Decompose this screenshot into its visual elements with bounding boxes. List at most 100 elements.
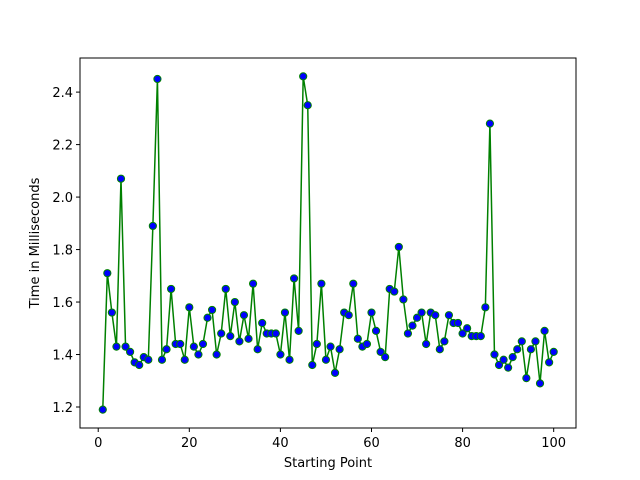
data-point — [126, 347, 135, 357]
data-point — [230, 297, 239, 307]
x-tick-label: 40 — [272, 436, 289, 451]
data-point — [244, 334, 253, 343]
data-point — [526, 345, 536, 354]
data-point — [444, 311, 454, 320]
data-point — [390, 287, 399, 296]
data-point — [376, 347, 385, 357]
y-tick-label: 1.2 — [52, 401, 73, 416]
data-point — [440, 337, 449, 346]
data-point — [422, 339, 431, 349]
y-tick-label: 1.6 — [52, 296, 73, 311]
data-point — [217, 329, 226, 338]
data-point — [226, 332, 235, 341]
data-point — [258, 318, 267, 328]
data-point — [335, 345, 344, 354]
data-point — [485, 119, 495, 128]
data-point — [299, 72, 308, 81]
data-point — [317, 279, 326, 288]
y-tick-label: 2.4 — [52, 86, 73, 101]
data-point — [545, 358, 554, 367]
y-tick-label: 1.4 — [52, 349, 73, 364]
x-tick-label: 0 — [94, 436, 102, 451]
data-point — [321, 355, 331, 364]
data-point — [508, 353, 517, 362]
data-point — [248, 279, 258, 288]
y-tick-label: 2.0 — [52, 191, 73, 206]
data-point — [280, 308, 290, 317]
data-point — [162, 345, 171, 354]
data-point — [353, 334, 362, 343]
axes-frame — [79, 57, 577, 429]
data-point — [271, 329, 280, 338]
data-point — [148, 221, 157, 231]
data-point — [517, 337, 526, 346]
y-axis: 1.2 1.4 1.6 1.8 2.0 2.2 2.4 — [52, 86, 80, 416]
data-point — [408, 321, 417, 330]
data-point — [112, 342, 121, 351]
data-point — [98, 405, 107, 414]
data-point — [116, 174, 126, 183]
data-point — [207, 305, 217, 315]
data-point — [540, 326, 549, 336]
data-point — [203, 313, 212, 322]
data-point — [107, 308, 116, 317]
data-point — [103, 269, 112, 278]
data-point — [253, 345, 262, 354]
data-point — [157, 355, 167, 364]
data-point — [153, 74, 162, 84]
data-point — [513, 345, 522, 354]
data-point — [185, 303, 194, 312]
data-point — [312, 339, 321, 349]
data-point — [394, 242, 403, 252]
data-point — [326, 342, 335, 351]
data-point — [522, 374, 531, 383]
data-point — [431, 311, 440, 320]
y-tick-label: 2.2 — [52, 139, 73, 154]
data-point — [180, 355, 189, 364]
data-point — [490, 350, 499, 359]
data-point — [494, 360, 504, 370]
data-point — [362, 339, 372, 349]
x-tick-label: 80 — [454, 436, 471, 451]
x-tick-label: 20 — [181, 436, 198, 451]
x-tick-label: 60 — [363, 436, 380, 451]
data-point — [399, 295, 408, 304]
data-point — [417, 308, 426, 317]
data-point — [330, 368, 340, 377]
plot-area — [98, 72, 558, 414]
data-point — [285, 355, 294, 364]
data-point — [403, 329, 413, 338]
data-point — [212, 350, 221, 359]
data-point — [481, 303, 490, 312]
data-point — [198, 339, 208, 349]
x-axis-label: Starting Point — [284, 456, 372, 471]
data-point — [344, 311, 353, 320]
data-point — [276, 350, 285, 359]
data-point — [463, 324, 472, 333]
data-point — [499, 355, 508, 364]
data-point — [412, 313, 422, 322]
data-point — [349, 279, 358, 288]
data-point — [194, 350, 203, 359]
y-axis-label: Time in Milliseconds — [28, 177, 43, 309]
data-point — [381, 353, 390, 362]
data-point — [144, 355, 153, 364]
data-point — [239, 311, 249, 320]
data-point — [235, 337, 244, 346]
x-tick-label: 100 — [541, 436, 566, 451]
data-point — [453, 318, 463, 328]
data-point — [476, 332, 485, 341]
data-point — [176, 339, 185, 349]
data-point — [549, 347, 558, 357]
data-point — [189, 342, 198, 351]
data-point — [435, 345, 444, 354]
data-point — [531, 337, 540, 346]
data-point — [308, 360, 317, 370]
data-point — [121, 342, 130, 351]
data-point — [221, 284, 230, 294]
x-axis: 0 20 40 60 80 100 — [94, 428, 566, 451]
data-point — [289, 274, 299, 283]
data-point — [303, 101, 312, 110]
data-point — [367, 308, 376, 317]
